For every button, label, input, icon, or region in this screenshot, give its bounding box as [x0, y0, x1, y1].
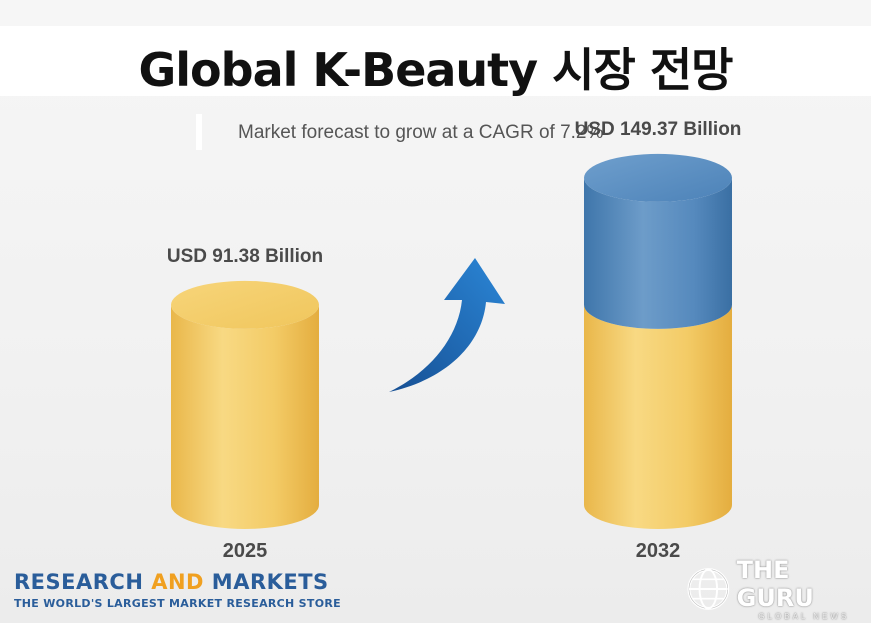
- bar-2025-body: [171, 304, 319, 529]
- brand-name-accent: AND: [151, 570, 204, 594]
- brand-tagline: THE WORLD'S LARGEST MARKET RESEARCH STOR…: [14, 597, 341, 610]
- research-and-markets-logo: RESEARCH AND MARKETS THE WORLD'S LARGEST…: [14, 570, 341, 610]
- bar-2032-base-body: [584, 304, 732, 529]
- value-label-2025: USD 91.38 Billion: [167, 246, 323, 267]
- bar-2025-top: [171, 280, 319, 329]
- globe-icon: [687, 567, 730, 610]
- chart-title: Global K-Beauty 시장 전망: [138, 43, 734, 97]
- bar-2032-growth-top: [584, 153, 732, 202]
- bar-2032-growth-body: [584, 177, 732, 329]
- chart-subtitle: Market forecast to grow at a CAGR of 7.2…: [238, 122, 604, 143]
- the-guru-watermark: THE GURU GLOBAL NEWS: [686, 556, 871, 621]
- category-label-2032: 2032: [636, 540, 681, 562]
- value-label-2032: USD 149.37 Billion: [575, 119, 742, 140]
- brand-name-part1: RESEARCH: [14, 570, 152, 594]
- title-background: [0, 26, 871, 96]
- watermark-subtitle: GLOBAL NEWS: [758, 612, 850, 621]
- brand-name-part2: MARKETS: [203, 570, 329, 594]
- watermark-name: THE GURU: [736, 556, 814, 612]
- growth-arrow-icon: [389, 258, 505, 392]
- subtitle-marker: [196, 114, 202, 150]
- category-label-2025: 2025: [223, 540, 268, 562]
